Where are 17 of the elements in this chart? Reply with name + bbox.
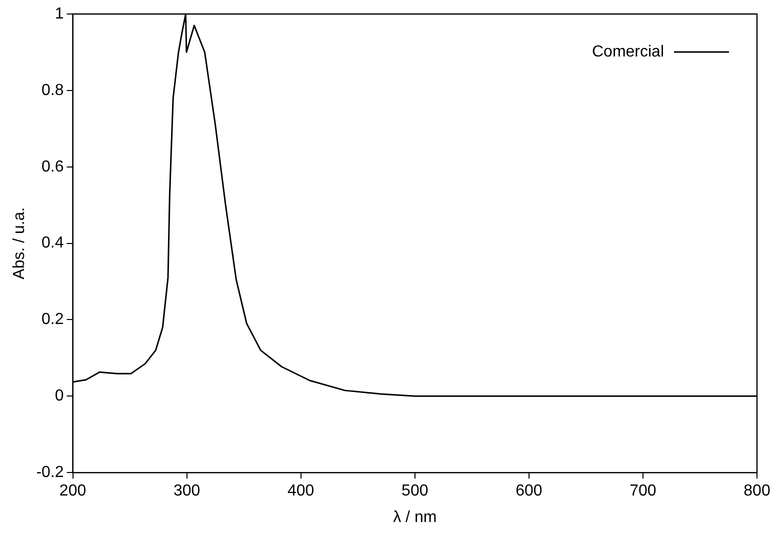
y-tick-label: 0.4 (42, 234, 64, 252)
x-tick-label: 500 (402, 482, 428, 500)
x-tick-label: 300 (173, 482, 200, 500)
x-axis-title: λ / nm (393, 508, 437, 526)
y-tick-label: 1 (54, 5, 64, 22)
x-tick-label: 200 (59, 482, 86, 500)
y-tick-label: -0.2 (36, 464, 64, 482)
y-axis-title: Abs. / u.a. (11, 207, 28, 280)
x-tick-label: 400 (287, 482, 314, 500)
y-tick-label: 0.2 (42, 311, 64, 328)
y-tick-label: 0.8 (42, 82, 64, 99)
x-tick-label: 800 (744, 482, 770, 500)
x-tick-label: 700 (630, 482, 656, 500)
x-tick-label: 600 (516, 482, 542, 500)
legend-label: Comercial (592, 43, 664, 60)
y-tick-label: 0 (54, 388, 64, 405)
y-tick-label: 0.6 (42, 158, 64, 176)
